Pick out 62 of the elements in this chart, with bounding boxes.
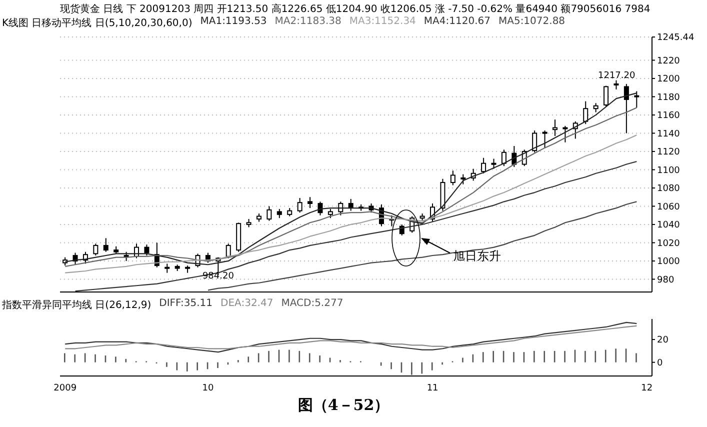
- line-series: [64, 134, 638, 274]
- candlestick: [593, 102, 598, 113]
- candlestick: [103, 238, 108, 252]
- candlestick: [124, 251, 129, 262]
- x-tick-label: 10: [202, 383, 214, 394]
- y-tick-label: 0: [657, 358, 663, 369]
- candlestick: [328, 208, 333, 219]
- candlestick: [634, 90, 640, 108]
- x-tick-label: 11: [426, 383, 438, 394]
- y-tick-label: 1220: [657, 56, 680, 66]
- y-tick-label: 1000: [657, 257, 680, 268]
- candlestick: [164, 263, 170, 274]
- candlestick: [93, 243, 98, 256]
- candlestick: [542, 130, 548, 148]
- candlestick: [144, 244, 150, 256]
- text: MA5:1072.88: [498, 16, 566, 29]
- text: DEA:32.47: [220, 298, 274, 311]
- chart-title: 现货黄金 日线 下 20091203 周四 开1213.50 高1226.65 低1204.90 收1206.05 涨 -7.50 -0.62% 量64940 额79056016 7984: [60, 2, 650, 16]
- text: 图（4－52）: [296, 396, 390, 415]
- text: MA2:1183.38: [274, 16, 342, 29]
- annotation: 984.20: [202, 272, 234, 282]
- candlestick: [614, 80, 619, 90]
- y-tick-label: 980: [657, 275, 674, 286]
- text: MA3:1152.34: [349, 16, 416, 29]
- y-tick-label: 1120: [657, 148, 680, 158]
- candlestick: [276, 208, 282, 219]
- candlestick: [481, 157, 486, 174]
- y-tick-label: 1160: [657, 111, 680, 122]
- y-tick-label: 20: [657, 336, 669, 346]
- chart-subtitle: K线图 日移动平均线 日(5,10,20,30,60,0): [2, 16, 192, 30]
- annotation: 1217.20: [598, 71, 636, 81]
- candlestick: [624, 83, 629, 134]
- candlestick: [460, 174, 466, 185]
- text: MA1:1193.53: [200, 16, 267, 29]
- y-tick-label: 1100: [657, 166, 680, 176]
- line-series: [74, 160, 638, 292]
- candlestick: [583, 100, 588, 125]
- y-tick-label: 1180: [657, 92, 680, 103]
- y-tick-label: 1080: [657, 184, 680, 194]
- candlestick: [604, 85, 609, 108]
- chart-title: 指数平滑异同平均线 日(26,12,9): [2, 298, 152, 312]
- candlestick: [491, 158, 496, 170]
- candlestick: [266, 206, 272, 222]
- x-tick-label: 12: [641, 383, 653, 394]
- candlestick: [562, 125, 568, 143]
- text: MACD:5.277: [281, 298, 344, 311]
- candlestick: [552, 119, 558, 136]
- candlestick: [450, 170, 456, 186]
- annotation: 旭日东升: [453, 249, 501, 263]
- y-tick-label: 1020: [657, 238, 680, 249]
- y-tick-label: 1060: [657, 202, 680, 212]
- y-tick-label: 1245.44: [657, 33, 694, 44]
- candlestick: [532, 130, 538, 153]
- y-tick-label: 1040: [657, 220, 680, 231]
- text: MA4:1120.67: [424, 16, 490, 29]
- y-tick-label: 1200: [657, 74, 680, 85]
- y-tick-label: 1140: [657, 129, 680, 140]
- candlestick: [308, 196, 313, 209]
- candlestick: [297, 198, 302, 214]
- x-tick-label: 2009: [54, 383, 77, 394]
- candlestick: [501, 149, 506, 167]
- text: DIFF:35.11: [159, 298, 213, 311]
